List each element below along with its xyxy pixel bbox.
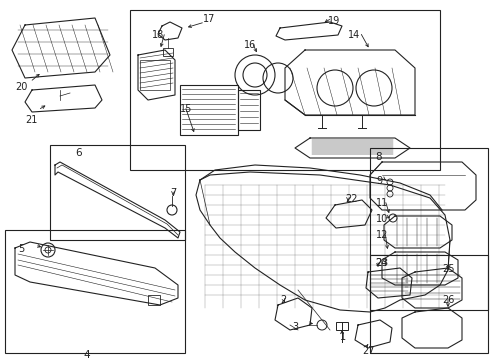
- Text: 19: 19: [328, 16, 340, 26]
- Text: 18: 18: [152, 30, 164, 40]
- Bar: [336, 322, 348, 330]
- Bar: [163, 48, 173, 56]
- Text: 7: 7: [170, 188, 176, 198]
- Bar: [5, 230, 185, 353]
- Text: 11: 11: [376, 198, 388, 208]
- Bar: [130, 10, 440, 170]
- Text: 23: 23: [375, 258, 388, 268]
- Text: 22: 22: [345, 194, 358, 204]
- Text: 6: 6: [75, 148, 82, 158]
- Text: 20: 20: [15, 82, 27, 92]
- Text: 3: 3: [292, 322, 298, 332]
- Text: 12: 12: [376, 230, 389, 240]
- Bar: [140, 60, 170, 90]
- Text: 25: 25: [442, 264, 455, 274]
- Text: 9: 9: [376, 176, 382, 186]
- Text: 15: 15: [180, 104, 193, 114]
- Text: 26: 26: [442, 295, 454, 305]
- Bar: [238, 90, 260, 130]
- Text: 5: 5: [18, 244, 24, 254]
- Text: 17: 17: [203, 14, 216, 24]
- Text: 14: 14: [348, 30, 360, 40]
- Text: 16: 16: [244, 40, 256, 50]
- Text: 27: 27: [362, 346, 374, 356]
- Text: 8: 8: [375, 152, 382, 162]
- Bar: [50, 145, 185, 240]
- Bar: [180, 85, 238, 135]
- Text: 4: 4: [84, 350, 90, 360]
- Text: 2: 2: [280, 295, 286, 305]
- Text: 1: 1: [340, 332, 346, 342]
- Text: 24: 24: [375, 258, 388, 268]
- Text: 10: 10: [376, 214, 388, 224]
- Bar: [148, 295, 160, 305]
- Bar: [370, 148, 488, 310]
- Bar: [370, 255, 488, 353]
- Text: 21: 21: [25, 115, 37, 125]
